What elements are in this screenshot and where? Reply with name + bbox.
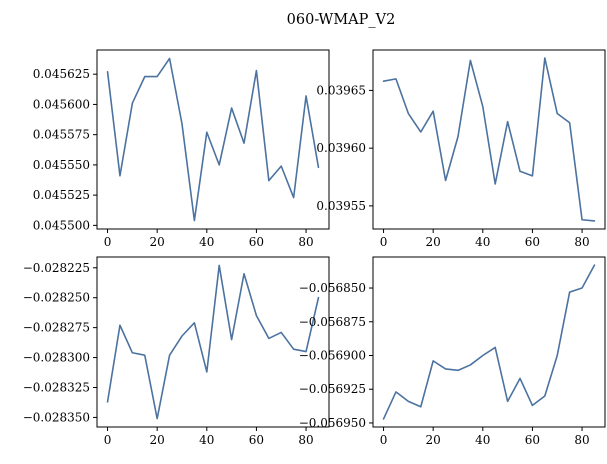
series-line-1 [106,57,320,222]
x-tick-label: 40 [199,433,214,447]
x-tick-label: 80 [298,235,313,249]
y-tick-label: −0.028350 [23,410,90,424]
x-tick-label: 20 [150,433,165,447]
series-line-3 [106,264,320,420]
figure-title: 060-WMAP_V2 [287,12,396,28]
x-tick-label: 40 [475,235,490,249]
axes-frame [96,256,330,428]
subplot-1: 0 20 40 60 80 0.045500 0.045525 0.045550 0.04557… [33,49,330,249]
y-tick-label: −0.056900 [299,348,366,362]
y-tick-label: 0.045625 [33,67,90,81]
axes-frame [96,49,330,230]
axes-frame [372,256,606,428]
y-tick-label: 0.03960 [316,141,366,155]
x-tick-label: 60 [249,235,264,249]
subplot-2: 0 20 40 60 80 0.03955 0.03960 0.03965 [316,49,606,249]
y-tick-label: −0.028325 [23,380,90,394]
y-tick-label: −0.028275 [23,321,90,335]
x-tick-label: 0 [104,235,112,249]
x-tick-label: 80 [298,433,313,447]
y-tick-label: −0.028250 [23,291,90,305]
x-tick-label: 20 [150,235,165,249]
y-tick-label: 0.045500 [33,218,90,232]
x-tick-label: 60 [525,235,540,249]
y-tick-label: −0.028300 [23,351,90,365]
series-line-4 [382,264,596,420]
y-tick-label: 0.045600 [33,97,90,111]
y-tick-label: −0.028225 [23,261,90,275]
y-tick-label: 0.045550 [33,158,90,172]
x-tick-label: 0 [104,433,112,447]
y-tick-label: 0.045575 [33,128,90,142]
x-tick-label: 20 [426,433,441,447]
series-line-2 [382,57,596,222]
x-tick-label: 60 [525,433,540,447]
y-tick-label: 0.045525 [33,188,90,202]
y-tick-label: 0.03955 [316,199,366,213]
subplots-group: 0 20 40 60 80 0.045500 0.045525 0.045550 0.04557… [23,49,606,447]
subplot-3: 0 20 40 60 80 −0.028350 −0.028325 −0.028300 −0.0… [23,256,330,447]
y-tick-label: −0.056950 [299,416,366,430]
y-tick-label: 0.03965 [316,83,366,97]
axes-frame [372,49,606,230]
y-tick-label: −0.056875 [299,315,366,329]
x-tick-label: 0 [380,235,388,249]
x-tick-label: 80 [574,235,589,249]
y-tick-label: −0.056925 [299,382,366,396]
subplot-4: 0 20 40 60 80 −0.056950 −0.056925 −0.056900 −0.0… [299,256,606,447]
x-tick-label: 0 [380,433,388,447]
x-tick-label: 60 [249,433,264,447]
x-tick-label: 40 [475,433,490,447]
x-tick-label: 40 [199,235,214,249]
y-tick-label: −0.056850 [299,281,366,295]
x-tick-label: 20 [426,235,441,249]
x-tick-label: 80 [574,433,589,447]
